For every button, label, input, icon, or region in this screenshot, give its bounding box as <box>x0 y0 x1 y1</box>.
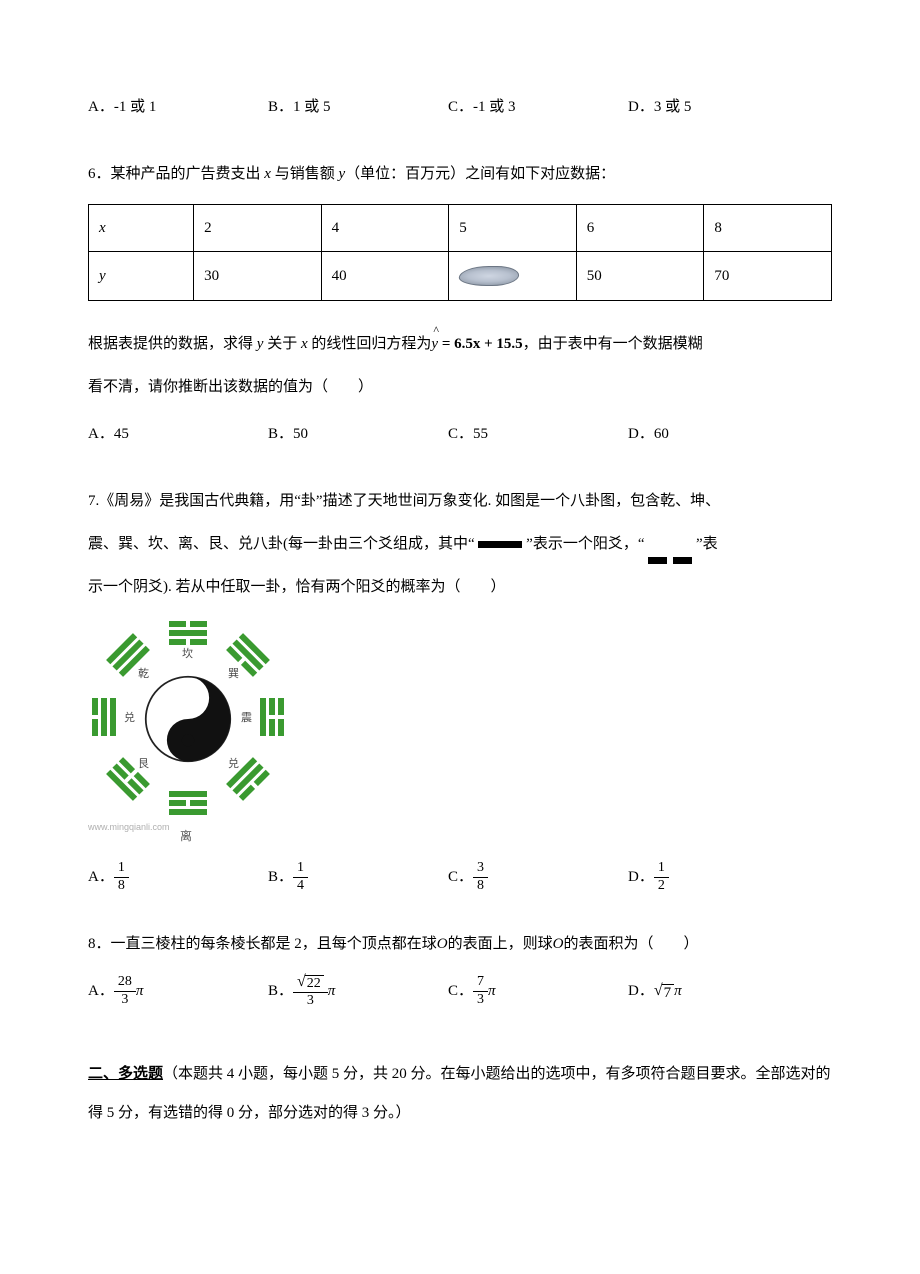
t: ，由于表中有一个数据模糊 <box>523 336 703 352</box>
t: ”表 <box>696 536 718 552</box>
q7-option-b: B．14 <box>268 858 448 897</box>
yin-yao-icon <box>648 541 692 548</box>
bagua-figure: 坎 巽 震 兑 艮 <box>88 619 293 842</box>
trigram-zhen <box>260 695 284 739</box>
q5-option-a: A．-1 或 1 <box>88 88 268 127</box>
label-xun: 巽 <box>228 669 239 680</box>
cell-y-header: y <box>89 252 194 301</box>
cell: 2 <box>194 205 322 252</box>
q6-stem-c: （单位：百万元）之间有如下对应数据： <box>345 166 615 182</box>
q6-x: x <box>301 336 308 352</box>
trigram-dui <box>92 695 116 739</box>
q6-table: x 2 4 5 6 8 y 30 40 50 70 <box>88 204 832 301</box>
cell: 70 <box>704 252 832 301</box>
q7-option-d: D．12 <box>628 858 808 897</box>
t: 震、巽、坎、离、艮、兑八卦(每一卦由三个爻组成，其中“ <box>88 536 475 552</box>
table-row: x 2 4 5 6 8 <box>89 205 832 252</box>
t: 的表面积为（ ） <box>563 936 698 952</box>
t: 的线性回归方程为 <box>308 336 432 352</box>
q6-stem-b: 与销售额 <box>271 166 339 182</box>
q6-para2: 根据表提供的数据，求得 y 关于 x 的线性回归方程为y = 6.5x + 15… <box>88 325 832 364</box>
q6-stem-a: 6．某种产品的广告费支出 <box>88 166 264 182</box>
section2-title: 二、多选题 <box>88 1066 163 1082</box>
q6-option-b: B．50 <box>268 415 448 454</box>
q6-var-x: x <box>264 166 271 182</box>
label-kan: 坎 <box>182 649 193 660</box>
t: 关于 <box>263 336 301 352</box>
q8-O1: O <box>437 936 448 952</box>
label-left: 兑 <box>124 713 135 724</box>
label-zhen: 震 <box>241 713 252 724</box>
q7-line1: 7.《周易》是我国古代典籍，用“卦”描述了天地世间万象变化. 如图是一个八卦图，… <box>88 482 832 521</box>
q6-option-c: C．55 <box>448 415 628 454</box>
q6-stem: 6．某种产品的广告费支出 x 与销售额 y（单位：百万元）之间有如下对应数据： <box>88 155 832 194</box>
q5-option-b: B．1 或 5 <box>268 88 448 127</box>
label-bl: 艮 <box>138 759 149 770</box>
trigram-li <box>166 791 210 815</box>
t: 的表面上，则球 <box>448 936 553 952</box>
cell-blurred <box>449 252 577 301</box>
q8-options: A．283π B．223π C．73π D．7π <box>88 972 832 1011</box>
q8-O2: O <box>553 936 564 952</box>
cell-x-header: x <box>89 205 194 252</box>
q8-option-a: A．283π <box>88 972 268 1011</box>
label-br: 兑 <box>228 759 239 770</box>
q5-option-d: D．3 或 5 <box>628 88 808 127</box>
cell: 4 <box>321 205 449 252</box>
q6-option-a: A．45 <box>88 415 268 454</box>
taiji-icon <box>144 675 232 763</box>
yang-yao-icon <box>478 541 522 548</box>
q8-option-d: D．7π <box>628 972 808 1011</box>
q7-option-c: C．38 <box>448 858 628 897</box>
cell: 5 <box>449 205 577 252</box>
cell: 8 <box>704 205 832 252</box>
regression-eq: y = 6.5x + 15.5 <box>431 336 522 352</box>
q7-line3: 示一个阴爻). 若从中任取一卦，恰有两个阳爻的概率为（ ） <box>88 568 832 607</box>
table-row: y 30 40 50 70 <box>89 252 832 301</box>
t: 根据表提供的数据，求得 <box>88 336 257 352</box>
q6-options: A．45 B．50 C．55 D．60 <box>88 415 832 454</box>
q5-options: A．-1 或 1 B．1 或 5 C．-1 或 3 D．3 或 5 <box>88 88 832 127</box>
q7-option-a: A．18 <box>88 858 268 897</box>
cell: 50 <box>576 252 704 301</box>
blur-icon <box>458 266 520 286</box>
q7-line2: 震、巽、坎、离、艮、兑八卦(每一卦由三个爻组成，其中“ ”表示一个阳爻，“ ”表 <box>88 525 832 564</box>
q6-para3: 看不清，请你推断出该数据的值为（ ） <box>88 368 832 407</box>
q8-option-b: B．223π <box>268 972 448 1011</box>
label-li: 离 <box>180 830 293 842</box>
section2-rest: （本题共 4 小题，每小题 5 分，共 20 分。在每小题给出的选项中，有多项符… <box>88 1066 831 1121</box>
t: ”表示一个阳爻，“ <box>526 536 644 552</box>
cell: 6 <box>576 205 704 252</box>
q5-option-c: C．-1 或 3 <box>448 88 628 127</box>
cell: 30 <box>194 252 322 301</box>
trigram-kan <box>166 621 210 645</box>
label-tl: 乾 <box>138 669 149 680</box>
section2-heading: 二、多选题（本题共 4 小题，每小题 5 分，共 20 分。在每小题给出的选项中… <box>88 1055 832 1133</box>
q8-stem: 8．一直三棱柱的每条棱长都是 2，且每个顶点都在球O的表面上，则球O的表面积为（… <box>88 925 832 964</box>
q7-options: A．18 B．14 C．38 D．12 <box>88 858 832 897</box>
q6-option-d: D．60 <box>628 415 808 454</box>
q8-option-c: C．73π <box>448 972 628 1011</box>
cell: 40 <box>321 252 449 301</box>
t: 8．一直三棱柱的每条棱长都是 2，且每个顶点都在球 <box>88 936 437 952</box>
